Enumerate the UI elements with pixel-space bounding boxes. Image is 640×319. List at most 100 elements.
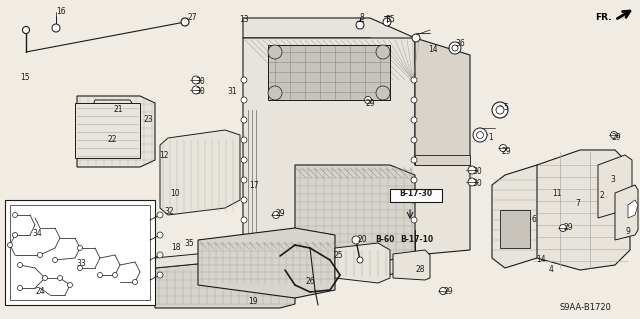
- Text: 18: 18: [171, 242, 180, 251]
- Text: 36: 36: [455, 40, 465, 48]
- Text: 11: 11: [552, 189, 561, 198]
- Polygon shape: [628, 200, 638, 218]
- Circle shape: [107, 124, 123, 140]
- Polygon shape: [310, 230, 415, 255]
- Circle shape: [157, 212, 163, 218]
- Text: B-60: B-60: [375, 235, 394, 244]
- Circle shape: [468, 178, 476, 186]
- Text: S9AA-B1720: S9AA-B1720: [560, 303, 612, 313]
- Polygon shape: [92, 100, 135, 135]
- Polygon shape: [243, 18, 415, 55]
- Polygon shape: [415, 155, 470, 165]
- Circle shape: [468, 166, 476, 174]
- Circle shape: [97, 114, 133, 150]
- Circle shape: [411, 177, 417, 183]
- Polygon shape: [10, 205, 150, 300]
- Text: 2: 2: [599, 191, 604, 201]
- Circle shape: [132, 279, 138, 285]
- Text: 31: 31: [227, 87, 237, 97]
- Polygon shape: [77, 96, 155, 167]
- Text: B-17-10: B-17-10: [400, 235, 433, 244]
- Circle shape: [376, 45, 390, 59]
- Text: 20: 20: [357, 234, 367, 243]
- Text: 30: 30: [472, 167, 482, 176]
- Text: 33: 33: [76, 259, 86, 269]
- Circle shape: [67, 283, 72, 287]
- Text: 35: 35: [184, 239, 194, 248]
- Circle shape: [473, 128, 487, 142]
- Text: 29: 29: [564, 224, 573, 233]
- Text: 27: 27: [188, 13, 198, 23]
- Text: 29: 29: [443, 286, 452, 295]
- Text: 10: 10: [170, 189, 180, 197]
- Polygon shape: [530, 150, 630, 270]
- Circle shape: [352, 236, 360, 244]
- Text: 26: 26: [305, 277, 315, 286]
- Polygon shape: [155, 246, 295, 268]
- Polygon shape: [155, 256, 295, 308]
- Polygon shape: [295, 165, 415, 260]
- Text: 13: 13: [239, 16, 248, 25]
- Circle shape: [559, 225, 566, 232]
- Polygon shape: [500, 210, 530, 248]
- Circle shape: [13, 233, 17, 238]
- Text: 30: 30: [195, 86, 205, 95]
- Circle shape: [8, 242, 13, 248]
- Circle shape: [42, 276, 47, 280]
- Text: 22: 22: [107, 135, 116, 144]
- Circle shape: [17, 286, 22, 291]
- Text: 9: 9: [625, 227, 630, 236]
- Polygon shape: [415, 38, 470, 165]
- Polygon shape: [598, 155, 632, 218]
- Circle shape: [273, 211, 280, 219]
- Text: 8: 8: [360, 13, 365, 23]
- Circle shape: [241, 197, 247, 203]
- Circle shape: [411, 197, 417, 203]
- Circle shape: [492, 102, 508, 118]
- Text: 24: 24: [36, 286, 45, 295]
- Circle shape: [411, 217, 417, 223]
- Circle shape: [412, 34, 420, 42]
- Polygon shape: [335, 243, 390, 283]
- Text: 34: 34: [32, 228, 42, 238]
- Circle shape: [268, 45, 282, 59]
- Text: 16: 16: [56, 8, 66, 17]
- Polygon shape: [243, 38, 470, 278]
- Text: 5: 5: [503, 102, 508, 112]
- Circle shape: [97, 272, 102, 278]
- Circle shape: [449, 42, 461, 54]
- Text: 23: 23: [143, 115, 152, 123]
- Circle shape: [241, 217, 247, 223]
- Text: 3: 3: [610, 174, 615, 183]
- Circle shape: [157, 252, 163, 258]
- Circle shape: [241, 157, 247, 163]
- Circle shape: [357, 257, 363, 263]
- Circle shape: [496, 106, 504, 114]
- Text: 25: 25: [334, 251, 344, 261]
- Text: B-17-30: B-17-30: [399, 189, 433, 198]
- Text: 4: 4: [549, 265, 554, 275]
- Circle shape: [77, 265, 83, 271]
- Text: 29: 29: [502, 147, 511, 157]
- Text: 30: 30: [195, 77, 205, 85]
- Circle shape: [157, 272, 163, 278]
- Text: 30: 30: [472, 179, 482, 188]
- Text: 17: 17: [249, 182, 259, 190]
- Polygon shape: [393, 250, 430, 280]
- Circle shape: [499, 145, 506, 152]
- Text: 12: 12: [159, 151, 168, 160]
- Text: 35: 35: [385, 16, 395, 25]
- Circle shape: [241, 177, 247, 183]
- Circle shape: [192, 86, 200, 94]
- Polygon shape: [95, 108, 128, 130]
- Circle shape: [52, 257, 58, 263]
- Circle shape: [411, 117, 417, 123]
- Circle shape: [376, 86, 390, 100]
- Text: 32: 32: [164, 207, 173, 217]
- Circle shape: [241, 97, 247, 103]
- Circle shape: [17, 263, 22, 268]
- Circle shape: [411, 137, 417, 143]
- Circle shape: [113, 272, 118, 278]
- Text: 29: 29: [366, 99, 376, 108]
- Circle shape: [365, 97, 371, 103]
